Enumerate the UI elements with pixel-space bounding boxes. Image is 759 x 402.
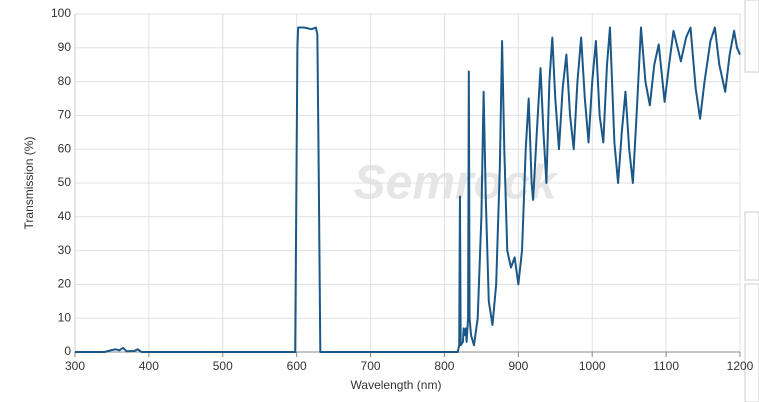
side-panel xyxy=(744,283,759,402)
y-tick-label: 30 xyxy=(58,243,72,257)
x-tick-label: 400 xyxy=(139,359,159,373)
x-tick-label: 1000 xyxy=(579,359,606,373)
y-tick-label: 10 xyxy=(58,310,72,324)
x-tick-label: 1200 xyxy=(727,359,754,373)
y-tick-label: 80 xyxy=(58,74,72,88)
y-tick-label: 50 xyxy=(58,175,72,189)
y-tick-label: 40 xyxy=(58,209,72,223)
x-axis-label: Wavelength (nm) xyxy=(351,378,442,392)
x-tick-label: 900 xyxy=(508,359,528,373)
y-tick-label: 0 xyxy=(64,344,71,358)
x-tick-label: 300 xyxy=(65,359,85,373)
x-tick-label: 600 xyxy=(287,359,307,373)
side-panel xyxy=(744,0,759,73)
y-tick-label: 60 xyxy=(58,141,72,155)
transmission-line xyxy=(75,26,741,353)
x-tick-label: 1100 xyxy=(653,359,679,373)
y-tick-label: 20 xyxy=(58,277,72,291)
x-tick-label: 500 xyxy=(213,359,233,373)
x-tick-label: 800 xyxy=(434,359,454,373)
x-tick-label: 700 xyxy=(361,359,381,373)
y-tick-label: 90 xyxy=(58,40,72,54)
y-tick-label: 70 xyxy=(58,108,72,122)
y-axis-label: Transmission (%) xyxy=(22,137,36,230)
side-panel xyxy=(744,211,759,281)
y-tick-label: 100 xyxy=(51,6,71,20)
